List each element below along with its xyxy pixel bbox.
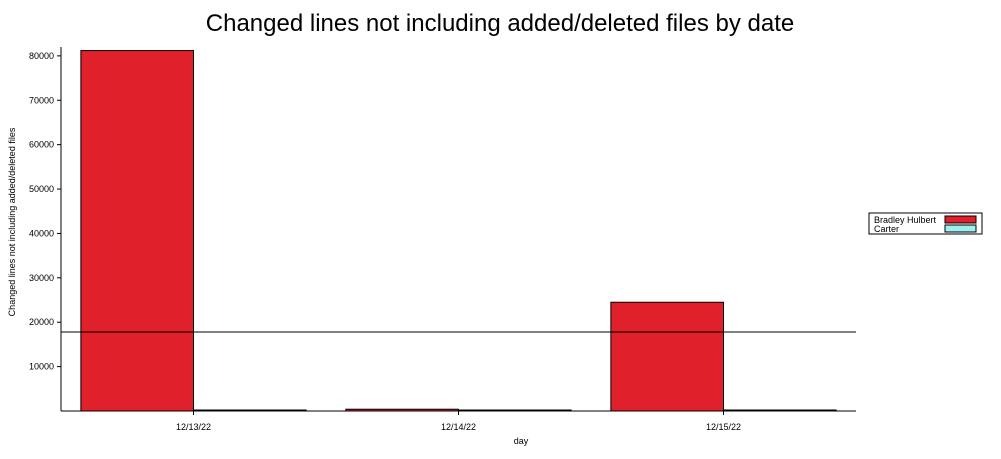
y-tick-label: 20000 [29, 317, 54, 327]
bar [345, 408, 459, 412]
bar [458, 409, 572, 412]
y-tick-label: 80000 [29, 51, 54, 61]
y-tick-label: 40000 [29, 228, 54, 238]
x-tick-label: 12/13/22 [176, 422, 211, 432]
bar [610, 301, 724, 412]
plot-area: 10000 20000 30000 40000 50000 60000 70000 80000… [29, 47, 856, 432]
legend-swatch [944, 215, 977, 224]
bar [723, 409, 837, 412]
bar [193, 409, 307, 412]
x-tick-label: 12/15/22 [706, 422, 741, 432]
chart-title: Changed lines not including added/delete… [206, 10, 794, 37]
y-tick-label: 50000 [29, 184, 54, 194]
y-tick-label: 30000 [29, 273, 54, 283]
x-axis-label: day [514, 436, 529, 446]
legend-label: Bradley Hulbert [874, 215, 937, 225]
y-tick-label: 60000 [29, 140, 54, 150]
legend-swatch [944, 224, 977, 233]
y-axis-label: Changed lines not including added/delete… [7, 127, 17, 316]
bar [80, 50, 194, 412]
y-tick-label: 10000 [29, 362, 54, 372]
legend-label: Carter [874, 224, 899, 234]
x-tick-label: 12/14/22 [441, 422, 476, 432]
y-tick-label: 70000 [29, 95, 54, 105]
